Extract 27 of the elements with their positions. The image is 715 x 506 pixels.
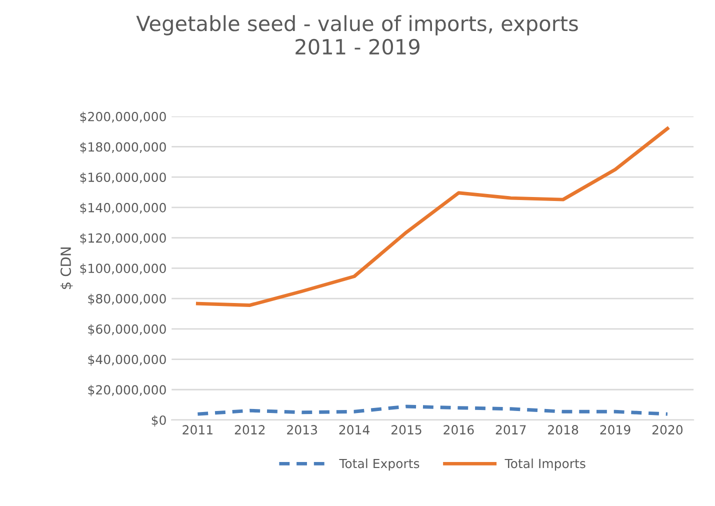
y-tick-label: $100,000,000 <box>80 263 166 275</box>
legend-label: Total Imports <box>504 458 586 471</box>
y-tick-label: $120,000,000 <box>80 233 166 244</box>
legend-label: Total Exports <box>339 458 420 471</box>
y-tick-label: $180,000,000 <box>80 142 166 154</box>
y-tick-label: $140,000,000 <box>80 202 166 214</box>
y-axis-title: $ CDN <box>60 248 73 290</box>
chart-title: Vegetable seed - value of imports, exports 2011 - 2019 <box>136 15 578 55</box>
y-tick-label: $40,000,000 <box>88 354 166 366</box>
x-tick-label: 2016 <box>444 425 474 435</box>
line-series <box>196 126 670 307</box>
y-tick-label: $60,000,000 <box>88 324 166 336</box>
x-tick-label: 2020 <box>652 425 683 435</box>
line-series <box>196 404 670 416</box>
x-tick-label: 2014 <box>339 425 370 435</box>
x-tick-label: 2013 <box>287 425 317 435</box>
x-tick-label: 2015 <box>391 425 422 435</box>
x-tick-label: 2011 <box>182 425 212 435</box>
y-tick-label: $20,000,000 <box>88 384 166 396</box>
y-tick-label: $0 <box>152 415 166 427</box>
x-tick-label: 2019 <box>600 425 630 435</box>
x-tick-label: 2012 <box>234 425 265 435</box>
y-tick-label: $160,000,000 <box>80 172 166 184</box>
y-tick-label: $200,000,000 <box>80 112 166 123</box>
y-tick-label: $80,000,000 <box>88 294 166 306</box>
x-tick-label: 2018 <box>548 425 578 435</box>
x-tick-label: 2017 <box>496 425 526 435</box>
